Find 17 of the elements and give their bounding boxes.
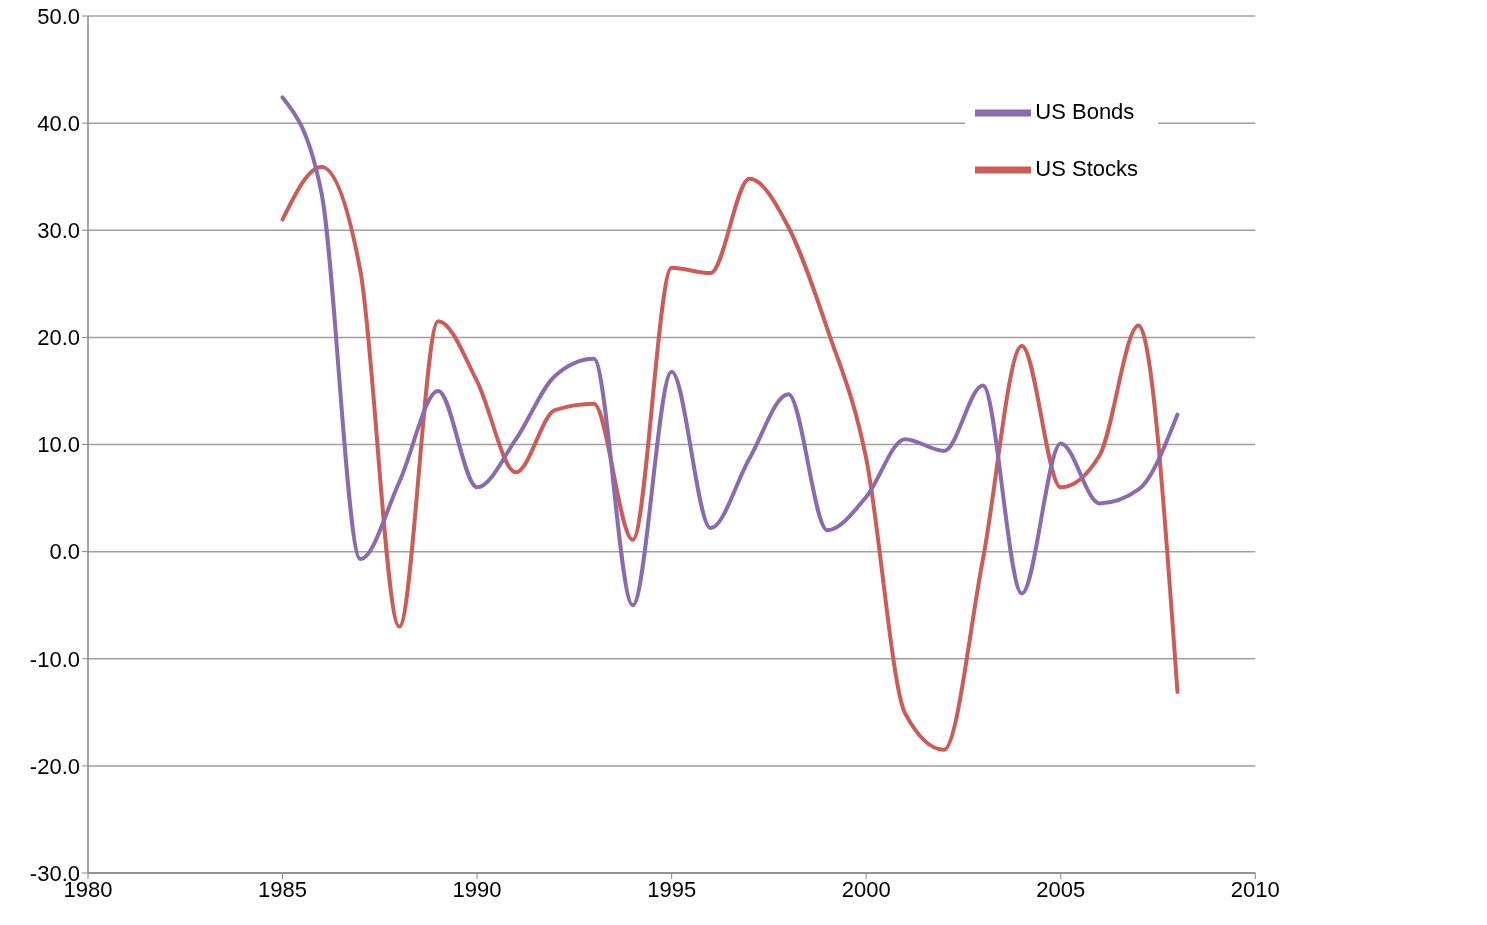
y-tick-label: 50.0 <box>37 3 80 29</box>
y-tick-label: 40.0 <box>37 110 80 136</box>
x-tick-label: 1985 <box>258 876 308 902</box>
x-tick-label: 1995 <box>647 876 697 902</box>
y-tick-label: 20.0 <box>37 325 80 351</box>
y-tick-label: 10.0 <box>37 432 80 458</box>
x-tick-label: 2010 <box>1230 876 1280 902</box>
y-tick-label: -20.0 <box>29 753 80 779</box>
x-tick-label: 2000 <box>841 876 891 902</box>
legend-label: US Stocks <box>1035 156 1138 182</box>
x-tick-label: 2005 <box>1036 876 1086 902</box>
y-tick-label: 0.0 <box>49 539 80 565</box>
y-tick-label: -10.0 <box>29 646 80 672</box>
legend-label: US Bonds <box>1035 99 1135 124</box>
x-tick-label: 1990 <box>452 876 502 902</box>
line-series <box>280 95 1180 608</box>
y-tick-label: 30.0 <box>37 218 80 244</box>
